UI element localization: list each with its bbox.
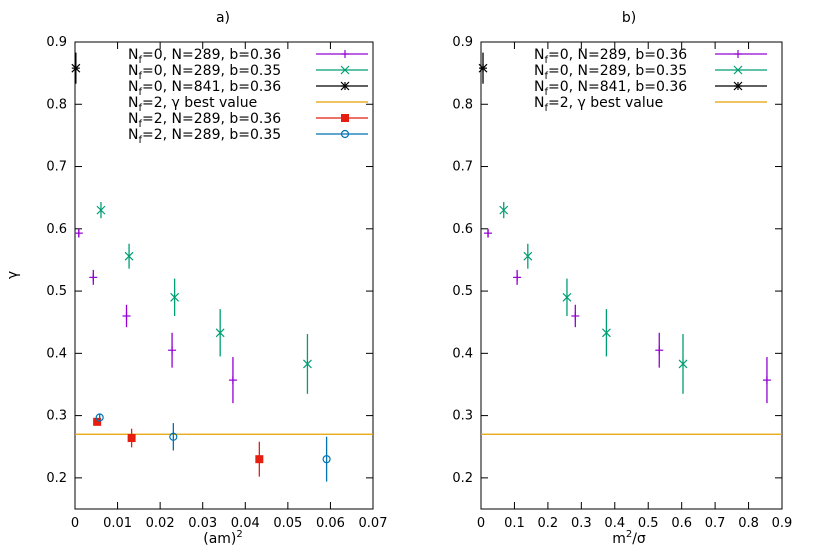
legend-marker-circle <box>340 129 350 139</box>
data-point-d2 <box>601 328 611 338</box>
y-tick-label: 0.7 <box>452 160 473 175</box>
x-tick-label: 0.1 <box>504 516 525 531</box>
legend-entry-label: Nf=0, N=841, b=0.36 <box>128 79 281 98</box>
y-tick-label: 0.6 <box>452 222 473 237</box>
data-point-d2 <box>96 205 106 215</box>
panel-label: b) <box>622 10 636 26</box>
x-tick-label: 0.5 <box>638 516 659 531</box>
chart-panel-b: 0.2 0.3 0.4 0.5 0.6 0.7 0.8 0.9 0 0.1 0.2 0.3 0.4 0.5… <box>452 10 792 547</box>
series-s5 <box>95 413 331 482</box>
y-tick-label: 0.4 <box>452 346 473 361</box>
x-tick-label: 0.7 <box>705 516 726 531</box>
data-point-d2 <box>562 292 572 302</box>
x-axis-label: m2/σ <box>612 529 646 547</box>
data-point-square <box>255 455 264 464</box>
x-tick-label: 0.4 <box>604 516 625 531</box>
series-s4 <box>93 417 264 477</box>
y-tick-label: 0.4 <box>46 346 67 361</box>
x-tick-label: 0.06 <box>316 516 345 531</box>
series-s3 <box>71 52 81 84</box>
y-tick-label: 0.5 <box>452 284 473 299</box>
data-point-square <box>127 434 136 443</box>
data-point-d2 <box>523 251 533 261</box>
legend-entry-label: Nf=0, N=289, b=0.35 <box>128 63 281 82</box>
legend-entry-label: Nf=2, N=289, b=0.35 <box>128 127 281 146</box>
y-tick-label: 0.2 <box>452 471 473 486</box>
series-s1 <box>74 228 237 404</box>
data-point-square <box>93 417 102 426</box>
data-point-d2 <box>499 205 509 215</box>
x-tick-label: 0.6 <box>671 516 692 531</box>
legend-marker-d2 <box>733 65 743 75</box>
y-tick-label: 0.9 <box>46 35 67 50</box>
legend-marker-square <box>341 114 349 122</box>
x-tick-label: 0.9 <box>772 516 793 531</box>
data-point-circle <box>169 432 178 441</box>
y-axis-label: γ <box>5 271 21 279</box>
legend-marker-d2 <box>733 81 743 91</box>
y-tick-label: 0.3 <box>452 409 473 424</box>
panel-label: a) <box>216 10 230 26</box>
series-s2 <box>499 202 688 394</box>
legend-entry-label: Nf=2, γ best value <box>128 95 257 114</box>
x-tick-label: 0 <box>71 516 79 531</box>
legend-entry-label: Nf=0, N=841, b=0.36 <box>534 79 687 98</box>
plot-frame <box>74 41 374 510</box>
legend-marker-d2 <box>340 81 350 91</box>
x-tick-label: 0.8 <box>738 516 759 531</box>
legend-entry-label: Nf=0, N=289, b=0.36 <box>128 47 281 66</box>
plot-frame <box>480 41 783 510</box>
legend-entry-label: Nf=0, N=289, b=0.36 <box>534 47 687 66</box>
legend-marker-d2 <box>340 65 350 75</box>
y-tick-label: 0.8 <box>46 97 67 112</box>
data-point-circle <box>322 455 331 464</box>
data-point-circle <box>95 413 104 422</box>
series-s3 <box>478 52 488 84</box>
x-tick-label: 0.02 <box>146 516 175 531</box>
y-tick-label: 0.9 <box>452 35 473 50</box>
data-point-d2 <box>124 251 134 261</box>
data-point-d2 <box>303 359 312 369</box>
x-tick-label: 0.01 <box>103 516 132 531</box>
legend-entry-label: Nf=2, N=289, b=0.36 <box>128 111 281 130</box>
data-point-d2 <box>170 292 180 302</box>
y-tick-label: 0.5 <box>46 284 67 299</box>
data-point-d2 <box>678 359 688 369</box>
y-tick-label: 0.7 <box>46 160 67 175</box>
data-point-d2 <box>71 63 81 73</box>
x-tick-label: 0.05 <box>273 516 302 531</box>
x-tick-label: 0 <box>477 516 485 531</box>
chart-panel-a: 0.2 0.3 0.4 0.5 0.6 0.7 0.8 0.9 0 0.01 0.02 0.03 0.0… <box>5 10 387 547</box>
y-tick-label: 0.3 <box>46 409 67 424</box>
y-tick-label: 0.2 <box>46 471 67 486</box>
legend-entry-label: Nf=2, γ best value <box>534 95 663 114</box>
data-point-d2 <box>215 328 225 338</box>
data-point-d2 <box>478 63 488 73</box>
x-tick-label: 0.07 <box>359 516 388 531</box>
y-tick-label: 0.6 <box>46 222 67 237</box>
series-s2 <box>96 202 312 394</box>
x-axis-label: (am)2 <box>203 529 243 547</box>
x-tick-label: 0.2 <box>538 516 559 531</box>
x-tick-label: 0.3 <box>571 516 592 531</box>
legend-entry-label: Nf=0, N=289, b=0.35 <box>534 63 687 82</box>
x-tick-label: 0.03 <box>188 516 217 531</box>
series-s1 <box>484 228 771 404</box>
x-tick-label: 0.04 <box>231 516 260 531</box>
y-tick-label: 0.8 <box>452 97 473 112</box>
